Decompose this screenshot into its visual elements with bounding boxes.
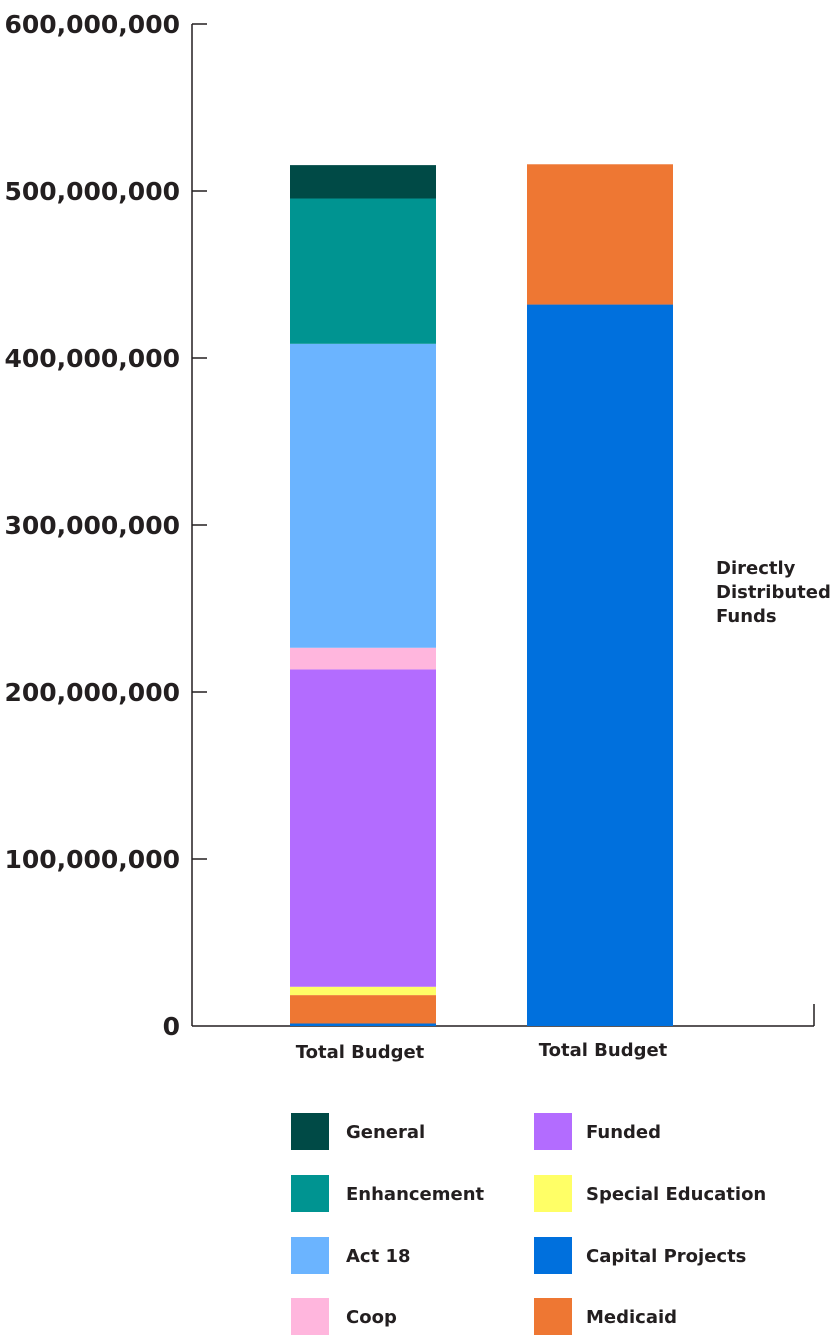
- legend-label-medicaid: Medicaid: [586, 1307, 677, 1328]
- bar-segment-act-18: [290, 343, 436, 648]
- legend-label-enhancement: Enhancement: [346, 1184, 485, 1205]
- bar-segment-funded: [290, 669, 436, 987]
- legend-swatch-capital-projects: [534, 1237, 572, 1274]
- bar-segment-medicaid: [527, 164, 673, 305]
- legend-swatch-enhancement: [291, 1175, 329, 1212]
- y-tick-label: 100,000,000: [4, 845, 180, 874]
- x-category-label: Total Budget: [539, 1040, 668, 1061]
- bars: [290, 164, 673, 1026]
- bar-segment-coop: [290, 647, 436, 670]
- x-labels: Total Budget Total Budget: [296, 1040, 668, 1063]
- x-axis: [192, 1004, 815, 1027]
- bar-segment-special-education: [290, 986, 436, 996]
- legend-label-coop: Coop: [346, 1307, 397, 1328]
- chart-annotation-line: Distributed: [716, 582, 831, 603]
- bar-segment-medicaid: [290, 995, 436, 1024]
- legend-swatch-funded: [534, 1113, 572, 1150]
- legend-label-special-education: Special Education: [586, 1184, 766, 1205]
- y-tick-label: 600,000,000: [4, 10, 180, 39]
- y-axis: 0 100,000,000 200,000,000 300,000,000 400,00…: [4, 10, 207, 1041]
- legend-swatch-general: [291, 1113, 329, 1150]
- legend-label-general: General: [346, 1122, 425, 1143]
- y-tick-label: 0: [163, 1012, 180, 1041]
- y-tick-label: 200,000,000: [4, 678, 180, 707]
- legend-swatch-coop: [291, 1298, 329, 1335]
- y-tick-label: 500,000,000: [4, 177, 180, 206]
- y-tick-label: 400,000,000: [4, 344, 180, 373]
- legend-swatch-special-education: [534, 1175, 572, 1212]
- y-tick-label: 300,000,000: [4, 511, 180, 540]
- bar-segment-capital-projects: [290, 1023, 436, 1026]
- chart-annotation: Directly Distributed Funds: [716, 558, 831, 627]
- chart-annotation-line: Directly: [716, 558, 796, 579]
- bar-segment-capital-projects: [527, 304, 673, 1026]
- bar-segment-general: [290, 165, 436, 199]
- bar-segment-enhancement: [290, 198, 436, 344]
- x-category-label: Total Budget: [296, 1042, 425, 1063]
- legend-label-capital-projects: Capital Projects: [586, 1246, 746, 1267]
- legend-label-funded: Funded: [586, 1122, 661, 1143]
- legend-swatch-medicaid: [534, 1298, 572, 1335]
- legend-label-act-18: Act 18: [346, 1246, 411, 1267]
- chart-annotation-line: Funds: [716, 606, 777, 627]
- legend-swatch-act-18: [291, 1237, 329, 1274]
- legend: General Enhancement Act 18 Coop Funded Specia…: [291, 1113, 766, 1335]
